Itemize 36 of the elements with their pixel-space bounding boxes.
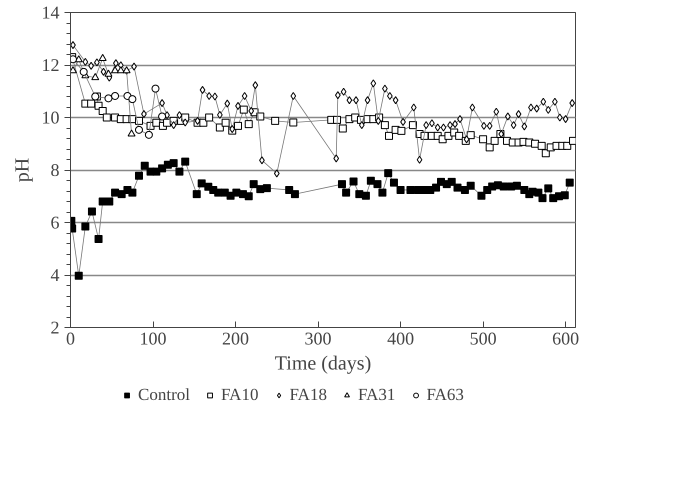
x-axis-title: Time (days) [274,352,372,374]
point [158,112,166,120]
legend-label: FA63 [426,385,464,405]
point [151,84,160,93]
y-tick-label: 6 [50,212,60,232]
y-tick-label: 10 [42,108,60,128]
point [128,95,136,104]
x-tick-label: 400 [387,328,414,348]
x-tick-label: 0 [66,328,75,348]
y-tick-label: 2 [50,318,60,338]
legend-label: FA31 [358,385,396,405]
y-tick-label: 8 [50,160,60,180]
x-tick-label: 200 [222,328,250,348]
point [104,94,112,102]
point [111,92,120,100]
y-axis-title: pH [12,158,34,182]
point [104,70,112,77]
point [74,55,83,62]
point [128,129,136,137]
legend-label: Control [138,385,190,405]
x-tick-label: 300 [304,328,332,348]
y-tick-label: 14 [42,2,60,22]
point [111,66,120,74]
point [91,73,100,80]
point [80,68,88,76]
x-tick-label: 100 [140,328,167,348]
point [98,54,107,61]
point [116,66,125,74]
y-tick-label: 4 [50,265,60,285]
legend-label: FA18 [289,385,327,405]
x-tick-label: 500 [470,328,497,348]
y-tick-label: 12 [42,55,60,75]
point [134,126,143,134]
x-tick-label: 600 [552,328,580,348]
point [144,130,153,139]
legend-label: FA10 [220,385,258,405]
